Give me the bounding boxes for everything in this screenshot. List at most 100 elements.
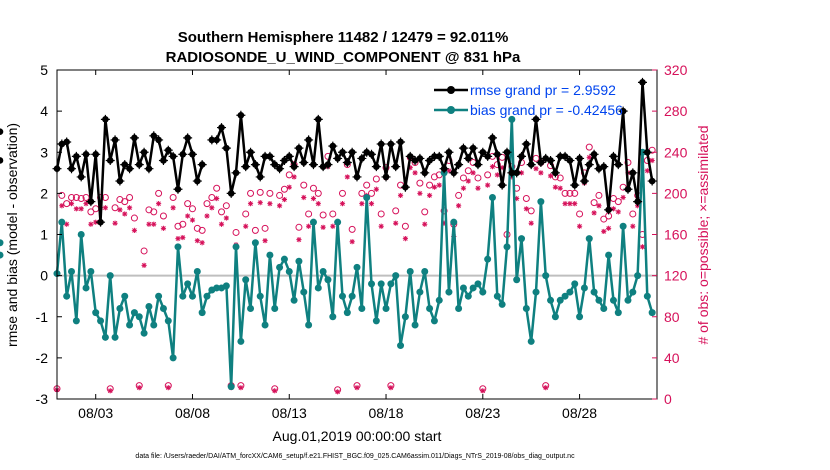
rmse-point-spokes xyxy=(250,160,260,170)
obs-assimilated-marker xyxy=(402,236,408,242)
obs-assimilated-marker xyxy=(320,224,326,230)
obs-possible-marker xyxy=(314,189,322,197)
rmse-point-spokes xyxy=(623,184,633,194)
obs-possible-marker xyxy=(372,175,380,183)
obs-possible-marker xyxy=(440,207,448,215)
obs-possible-marker xyxy=(459,174,467,182)
obs-possible-marker xyxy=(576,210,584,218)
bias-point xyxy=(624,296,632,304)
rmse-point-spokes xyxy=(618,106,628,116)
bias-point xyxy=(58,218,66,226)
rmse-point-spokes xyxy=(415,153,425,163)
y2-axis-label: # of obs: o=possible; ×=assimilated xyxy=(695,125,711,344)
bias-point xyxy=(377,280,385,288)
y-tick-label: 5 xyxy=(40,62,48,78)
rmse-point-spokes xyxy=(512,168,522,178)
bias-point xyxy=(426,305,434,313)
y-tick-label: 2 xyxy=(40,185,48,201)
obs-possible-marker xyxy=(595,191,603,199)
obs-assimilated-marker xyxy=(456,203,462,209)
legend: rmse grand pr = 2.9592 bias grand pr = -… xyxy=(434,82,623,118)
obs-assimilated-marker xyxy=(475,185,481,191)
bias-point xyxy=(595,296,603,304)
rmse-point-spokes xyxy=(178,149,188,159)
bias-point xyxy=(537,198,545,206)
rmse-point-spokes xyxy=(91,149,101,159)
rmse-point-spokes xyxy=(110,135,120,145)
bias-point xyxy=(421,268,429,276)
bias-point xyxy=(358,305,366,313)
obs-possible-marker xyxy=(300,181,308,189)
chart-title-line-1: Southern Hemisphere 11482 / 12479 = 92.0… xyxy=(178,29,509,46)
obs-possible-marker xyxy=(295,223,303,231)
rmse-point-spokes xyxy=(357,153,367,163)
bias-point xyxy=(82,284,90,292)
bias-point xyxy=(92,309,100,317)
obs-possible-marker xyxy=(188,205,196,213)
obs-assimilated-marker xyxy=(639,244,646,250)
bias-point xyxy=(338,292,346,300)
bias-point xyxy=(193,268,201,276)
obs-possible-marker xyxy=(184,200,192,208)
obs-assimilated-marker xyxy=(349,239,355,245)
bias-point xyxy=(363,193,371,201)
bias-point xyxy=(222,282,230,290)
obs-possible-marker xyxy=(348,225,356,233)
bias-point xyxy=(97,317,105,325)
obs-assimilated-marker xyxy=(344,174,350,180)
rmse-point-spokes xyxy=(289,162,299,172)
rmse-point xyxy=(0,128,4,135)
bias-point xyxy=(343,309,351,317)
obs-possible-marker xyxy=(72,193,80,201)
rmse-point-spokes xyxy=(584,160,594,170)
bias-point xyxy=(445,288,453,296)
data-file-footer: data file: /Users/raeder/DAI/ATM_forcXX/… xyxy=(135,453,575,460)
x-axis-label: Aug.01,2019 00:00:00 start xyxy=(273,428,442,444)
obs-possible-marker xyxy=(121,198,129,206)
bias-point xyxy=(150,321,158,329)
obs-assimilated-marker xyxy=(73,206,79,212)
obs-assimilated-marker xyxy=(262,238,268,244)
obs-assimilated-marker xyxy=(151,221,157,227)
bias-point xyxy=(566,288,574,296)
bias-point xyxy=(188,292,196,300)
rmse-point-spokes xyxy=(371,162,381,172)
rmse-point-spokes xyxy=(158,155,168,165)
rmse-point-spokes xyxy=(492,149,502,159)
obs-possible-marker xyxy=(222,202,230,210)
obs-possible-marker xyxy=(305,210,313,218)
x-tick-label: 08/18 xyxy=(369,405,404,421)
obs-assimilated-marker xyxy=(243,223,249,229)
obs-assimilated-marker xyxy=(393,220,399,226)
obs-assimilated-marker xyxy=(543,385,549,391)
rmse-point-spokes xyxy=(129,133,139,143)
obs-assimilated-marker xyxy=(335,389,341,395)
bias-point xyxy=(542,272,550,280)
bias-point xyxy=(401,313,409,321)
y2-tick-label: 0 xyxy=(664,391,672,407)
rmse-point-spokes xyxy=(149,131,159,141)
bias-point xyxy=(285,268,293,276)
obs-possible-marker xyxy=(276,191,284,199)
obs-assimilated-marker xyxy=(107,388,113,394)
rmse-point-spokes xyxy=(396,137,406,147)
bias-point xyxy=(324,276,332,284)
obs-assimilated-marker xyxy=(306,223,312,229)
obs-possible-marker xyxy=(218,208,226,216)
rmse-point-spokes xyxy=(284,151,294,161)
obs-assimilated-marker xyxy=(460,185,467,191)
bias-point xyxy=(63,292,71,300)
obs-possible-marker xyxy=(169,193,177,201)
bias-point xyxy=(135,313,143,321)
bias-point xyxy=(556,296,564,304)
x-tick-label: 08/28 xyxy=(562,405,597,421)
obs-assimilated-marker xyxy=(397,192,404,199)
obs-assimilated-marker xyxy=(170,205,176,211)
obs-possible-marker xyxy=(155,189,163,197)
bias-point xyxy=(106,272,114,280)
bias-point xyxy=(130,309,138,317)
bias-point xyxy=(116,305,124,313)
bias-point xyxy=(547,296,555,304)
bias-point xyxy=(227,383,235,391)
